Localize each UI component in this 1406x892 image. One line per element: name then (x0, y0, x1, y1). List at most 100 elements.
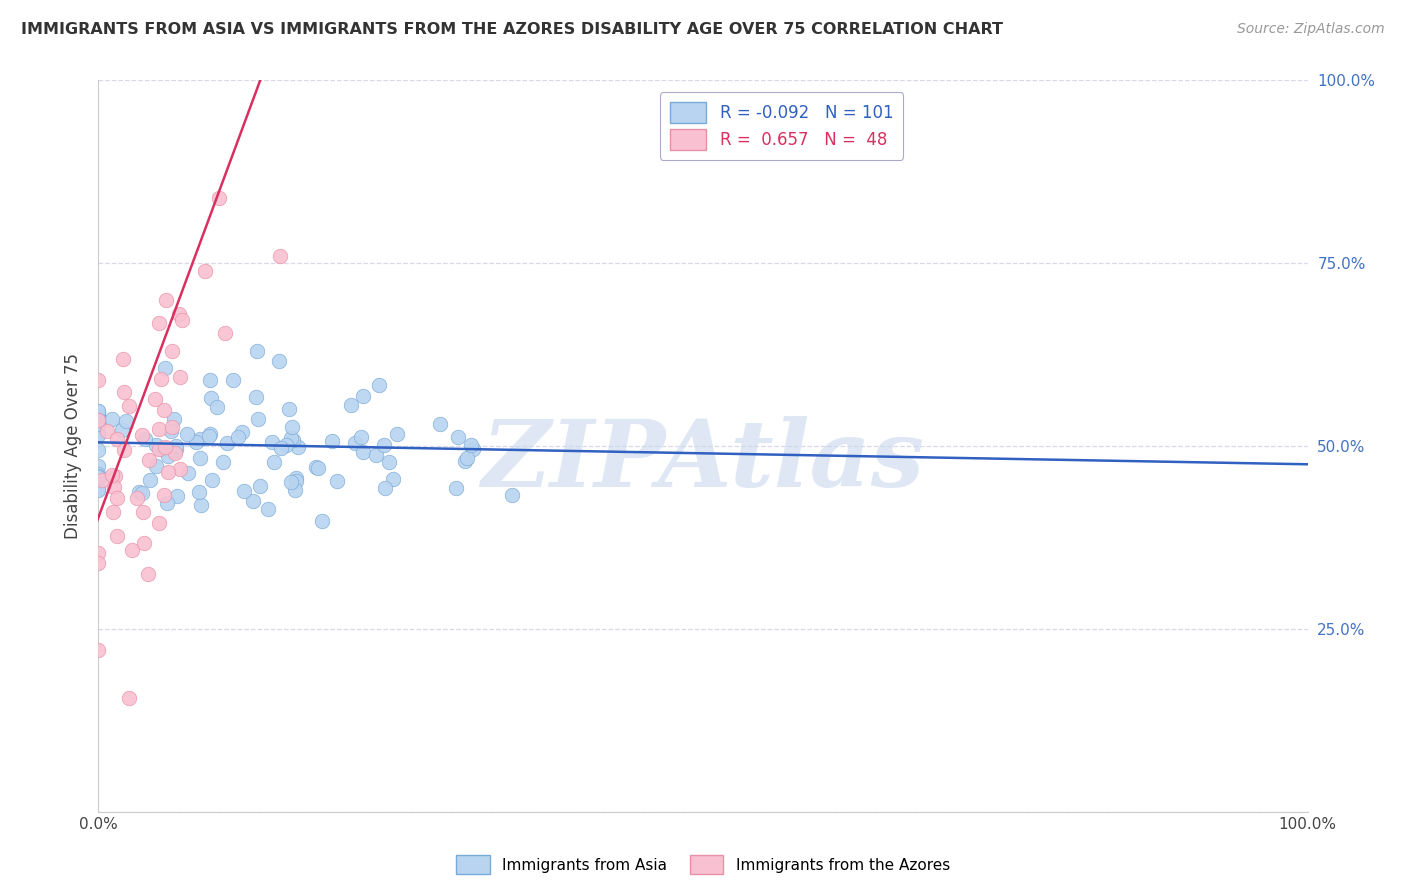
Point (87, 412, 110, 426)
Point (176, 466, 198, 480)
Point (447, 430, 470, 444)
Point (165, 446, 187, 460)
Point (231, 425, 253, 440)
Point (87, 482, 110, 496)
Point (101, 505, 124, 519)
Point (461, 442, 484, 456)
Point (245, 390, 267, 404)
Point (87, 413, 110, 427)
Point (382, 472, 405, 486)
Point (367, 377, 389, 392)
Point (87, 427, 110, 442)
Point (87, 443, 110, 458)
Point (87, 459, 110, 474)
Legend: Immigrants from Asia, Immigrants from the Azores: Immigrants from Asia, Immigrants from th… (450, 849, 956, 880)
Point (160, 420, 183, 434)
Point (350, 430, 373, 444)
Point (284, 474, 307, 488)
Point (87, 417, 110, 431)
Point (150, 371, 173, 385)
Point (366, 449, 388, 463)
Point (385, 427, 408, 442)
Point (100, 412, 122, 426)
Point (339, 398, 361, 412)
Point (352, 445, 374, 459)
Point (205, 400, 228, 414)
Point (125, 491, 148, 505)
Point (148, 316, 170, 330)
Point (145, 458, 167, 473)
Point (87, 470, 110, 484)
Point (87, 406, 110, 420)
Point (167, 307, 190, 321)
Point (165, 442, 187, 456)
Legend: R = -0.092   N = 101, R =  0.657   N =  48: R = -0.092 N = 101, R = 0.657 N = 48 (659, 92, 904, 160)
Y-axis label: Disability Age Over 75: Disability Age Over 75 (65, 353, 83, 539)
Point (87, 373, 110, 387)
Point (155, 440, 177, 454)
Point (112, 385, 135, 400)
Point (104, 469, 127, 483)
Point (105, 529, 128, 543)
Point (152, 488, 174, 502)
Point (165, 439, 187, 453)
Point (131, 428, 153, 442)
Point (150, 442, 173, 456)
Point (207, 191, 229, 205)
Point (132, 536, 155, 550)
Point (287, 440, 309, 454)
Point (157, 465, 180, 479)
Point (374, 482, 396, 496)
Point (101, 468, 124, 483)
Point (128, 485, 150, 500)
Point (188, 432, 211, 446)
Point (96, 424, 118, 438)
Point (444, 481, 467, 495)
Point (87, 467, 110, 481)
Point (87, 403, 110, 417)
Point (270, 249, 292, 263)
Point (456, 450, 478, 465)
Point (121, 543, 143, 558)
Point (198, 373, 221, 387)
Point (115, 414, 138, 428)
Point (176, 427, 198, 442)
Point (112, 352, 135, 367)
Point (263, 455, 285, 469)
Point (105, 432, 128, 446)
Point (194, 264, 217, 278)
Point (134, 432, 156, 446)
Point (131, 485, 153, 500)
Point (326, 474, 349, 488)
Point (284, 483, 307, 497)
Point (285, 471, 308, 485)
Point (87, 483, 110, 497)
Point (169, 370, 191, 384)
Point (373, 438, 395, 452)
Point (212, 455, 235, 469)
Point (283, 433, 305, 447)
Point (139, 473, 162, 487)
Point (270, 442, 292, 456)
Point (87, 403, 110, 417)
Point (233, 484, 256, 499)
Point (460, 438, 482, 452)
Point (153, 402, 176, 417)
Point (214, 326, 236, 340)
Point (311, 514, 333, 528)
Point (87, 425, 110, 440)
Point (90, 473, 112, 487)
Point (87, 417, 110, 432)
Point (276, 438, 298, 452)
Point (321, 434, 343, 448)
Point (257, 501, 280, 516)
Point (87, 556, 110, 570)
Point (201, 473, 224, 487)
Point (222, 373, 245, 387)
Text: ZIPAtlas: ZIPAtlas (481, 416, 925, 506)
Point (188, 451, 211, 466)
Point (153, 361, 176, 376)
Point (160, 343, 183, 358)
Point (145, 438, 167, 452)
Point (262, 435, 284, 450)
